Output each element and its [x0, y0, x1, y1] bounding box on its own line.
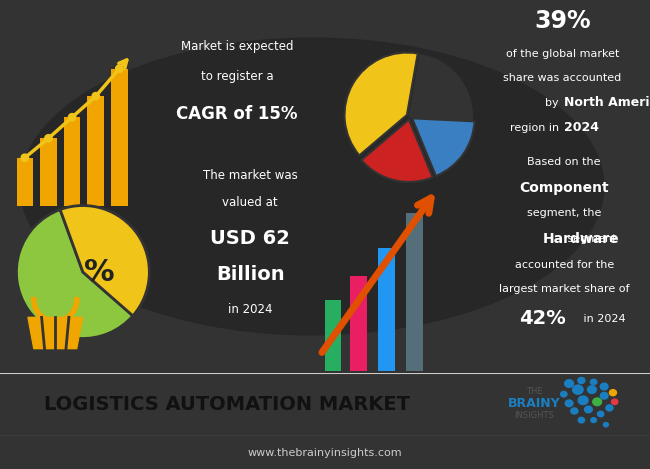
- Text: %: %: [84, 257, 115, 287]
- Text: segment, the: segment, the: [527, 208, 601, 218]
- Circle shape: [612, 399, 618, 405]
- Text: valued at: valued at: [222, 196, 278, 209]
- Circle shape: [601, 383, 608, 390]
- Circle shape: [603, 423, 608, 427]
- Circle shape: [601, 393, 608, 399]
- Bar: [40, 138, 57, 206]
- Bar: [325, 300, 341, 371]
- Text: largest market share of: largest market share of: [499, 284, 629, 295]
- Circle shape: [591, 418, 597, 423]
- Text: in 2024: in 2024: [580, 314, 626, 324]
- Text: by: by: [545, 98, 562, 108]
- Text: to register a: to register a: [201, 70, 274, 83]
- Text: Hardware: Hardware: [543, 232, 619, 246]
- Circle shape: [578, 378, 585, 384]
- Polygon shape: [28, 318, 83, 348]
- Text: accounted for the: accounted for the: [515, 260, 614, 270]
- Circle shape: [590, 379, 597, 385]
- Circle shape: [597, 411, 604, 417]
- Text: USD 62: USD 62: [211, 229, 290, 248]
- Text: Billion: Billion: [216, 265, 285, 284]
- Circle shape: [593, 398, 601, 406]
- Text: Component: Component: [519, 182, 609, 195]
- Text: www.thebrainyinsights.com: www.thebrainyinsights.com: [248, 447, 402, 458]
- Bar: [88, 96, 104, 206]
- Text: region in: region in: [510, 122, 562, 133]
- Circle shape: [588, 386, 596, 393]
- Text: CAGR of 15%: CAGR of 15%: [177, 105, 298, 123]
- Bar: [111, 68, 127, 206]
- Text: THE: THE: [526, 386, 542, 396]
- Wedge shape: [412, 118, 474, 176]
- Text: 2024: 2024: [564, 121, 599, 134]
- Text: in 2024: in 2024: [228, 303, 272, 316]
- Point: [114, 65, 125, 72]
- Circle shape: [573, 385, 583, 394]
- Wedge shape: [361, 120, 433, 182]
- Point: [44, 135, 54, 142]
- Text: INSIGHTS: INSIGHTS: [514, 411, 554, 420]
- Point: [20, 154, 30, 161]
- Circle shape: [566, 400, 573, 407]
- Bar: [350, 276, 367, 371]
- Text: 39%: 39%: [534, 8, 591, 32]
- Wedge shape: [60, 205, 150, 316]
- Text: segment: segment: [564, 234, 617, 244]
- Wedge shape: [344, 53, 418, 155]
- Bar: [16, 158, 33, 206]
- Circle shape: [561, 392, 567, 397]
- Text: of the global market: of the global market: [506, 49, 619, 59]
- Bar: [64, 117, 81, 206]
- Circle shape: [571, 408, 578, 414]
- Circle shape: [578, 396, 588, 405]
- Text: BRAINY: BRAINY: [508, 397, 560, 410]
- Point: [67, 113, 77, 121]
- Wedge shape: [16, 210, 133, 339]
- Text: Market is expected: Market is expected: [181, 40, 294, 53]
- Bar: [378, 248, 395, 371]
- Text: share was accounted: share was accounted: [503, 73, 621, 83]
- Text: LOGISTICS AUTOMATION MARKET: LOGISTICS AUTOMATION MARKET: [44, 395, 411, 414]
- Circle shape: [565, 380, 573, 387]
- Text: 42%: 42%: [519, 309, 566, 328]
- Wedge shape: [410, 55, 472, 120]
- Text: The market was: The market was: [203, 169, 298, 182]
- Bar: [406, 213, 422, 371]
- Ellipse shape: [20, 38, 604, 336]
- Point: [90, 92, 101, 100]
- Circle shape: [610, 390, 616, 396]
- Text: North America: North America: [564, 97, 650, 109]
- Text: Based on the: Based on the: [527, 157, 601, 167]
- Circle shape: [606, 405, 613, 411]
- Circle shape: [578, 417, 584, 423]
- Circle shape: [584, 406, 592, 413]
